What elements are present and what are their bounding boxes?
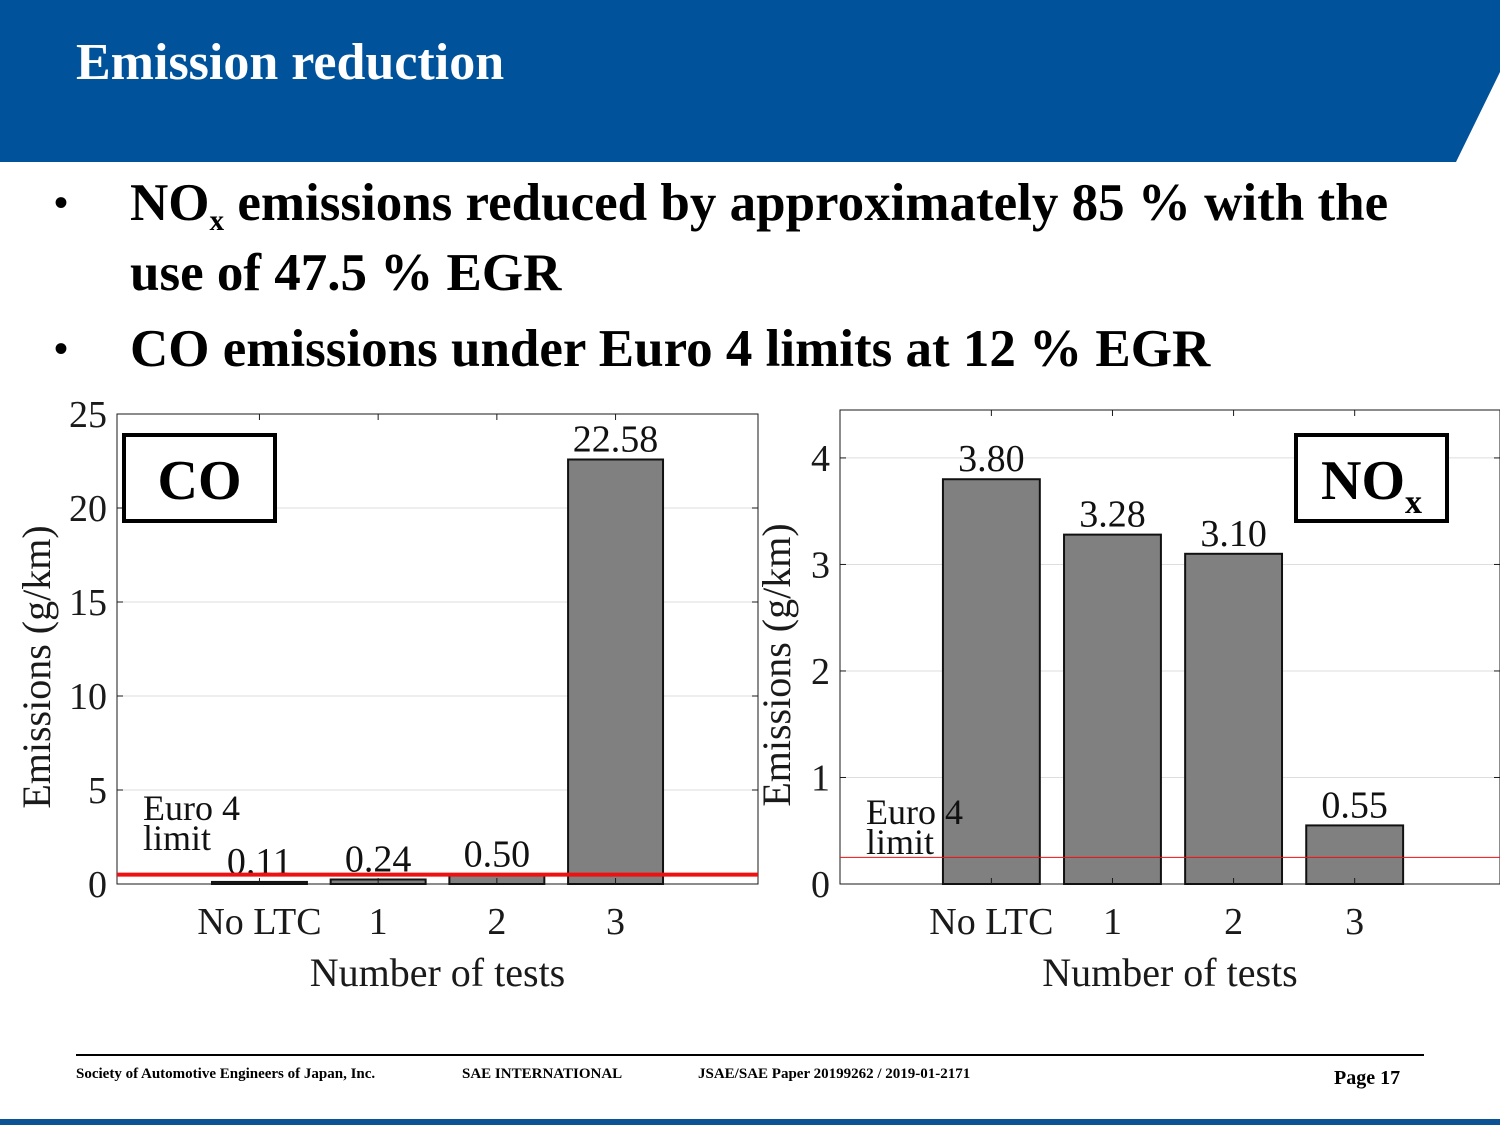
nox-y-tick-label: 1: [811, 757, 830, 799]
nox-pollutant-label: NOx: [1321, 450, 1422, 521]
nox-pollutant-label-subscript: x: [1405, 484, 1422, 521]
co-x-axis-label: Number of tests: [310, 950, 566, 995]
nox-limit-label-line: Euro 4: [866, 792, 963, 832]
nox-value-label: 3.10: [1200, 513, 1267, 555]
nox-y-tick-label: 3: [811, 544, 830, 586]
nox-y-axis-label: Emissions (g/km): [754, 523, 799, 806]
nox-y-tick-label: 0: [811, 864, 830, 906]
bullet-nox-subscript: x: [209, 205, 225, 238]
nox-y-tick-label: 2: [811, 651, 830, 693]
co-emissions-chart: 0 5 10 15 20 25 0.11 No LTC 0.24 1 0.50 2 22.58 3 Euro…: [0, 392, 759, 1002]
footer-divider: [76, 1054, 1424, 1056]
nox-pollutant-label-main: NO: [1321, 450, 1405, 512]
footer-organization: Society of Automotive Engineers of Japan…: [76, 1066, 376, 1082]
co-pollutant-label-main: CO: [158, 450, 242, 512]
co-limit-label-line: limit: [143, 818, 211, 858]
co-y-tick-label: 10: [69, 676, 107, 718]
nox-pollutant-label-box: [1294, 433, 1449, 523]
nox-y-tick-label: 4: [811, 438, 830, 480]
co-plot-frame: [116, 413, 759, 885]
co-x-tick-label: 1: [369, 901, 388, 943]
title-banner-shape: [0, 0, 1500, 162]
bullet-nox-text: emissions reduced by approximately 85 % …: [130, 174, 1389, 302]
nox-emissions-chart: 0 1 2 3 4 3.80 No LTC 3.28 1 3.10 2 0.55 3 Euro 4 limi…: [740, 392, 1500, 1002]
bullet-nox: • NOx emissions reduced by approximately…: [50, 168, 1470, 308]
nox-x-tick-label: 3: [1345, 901, 1364, 943]
co-x-tick-label: 3: [606, 901, 625, 943]
co-y-tick-label: 25: [69, 394, 107, 436]
bullet-list: • NOx emissions reduced by approximately…: [50, 168, 1470, 384]
bullet-nox-prefix: NO: [130, 174, 210, 232]
bullet-co: • CO emissions under Euro 4 limits at 12…: [50, 314, 1470, 384]
nox-value-label: 3.28: [1079, 494, 1146, 536]
slide-title: Emission reduction: [76, 34, 505, 91]
nox-bar: [1063, 533, 1162, 885]
nox-bar: [941, 478, 1041, 885]
bottom-bar: [0, 1119, 1500, 1125]
co-y-tick-label: 0: [88, 864, 107, 906]
bullet-co-text: CO emissions under Euro 4 limits at 12 %…: [130, 320, 1211, 378]
nox-chart-svg: 0 1 2 3 4 3.80 No LTC 3.28 1 3.10 2 0.55 3 Euro 4 limi…: [754, 409, 1500, 995]
co-value-label: 0.50: [464, 834, 531, 876]
co-value-label: 0.11: [227, 841, 292, 883]
nox-x-tick-label: 1: [1103, 901, 1122, 943]
title-banner: [0, 0, 1500, 162]
co-pollutant-label-box: [122, 433, 277, 523]
nox-limit-label-line: limit: [866, 822, 934, 862]
co-x-tick-label: 2: [487, 901, 506, 943]
nox-x-axis-label: Number of tests: [1042, 950, 1298, 995]
page-number: Page 17: [1334, 1067, 1401, 1089]
co-y-tick-label: 5: [88, 770, 107, 812]
co-bar: [567, 458, 665, 885]
nox-value-label: 3.80: [958, 438, 1025, 480]
co-y-tick-label: 20: [69, 488, 107, 530]
nox-plot-frame: [839, 409, 1500, 885]
nox-x-tick-label: No LTC: [929, 901, 1053, 943]
bullet-dot: •: [54, 326, 69, 371]
co-y-tick-label: 15: [69, 582, 107, 624]
nox-x-tick-label: 2: [1224, 901, 1243, 943]
footer-sae: SAE INTERNATIONAL: [462, 1066, 623, 1082]
co-x-tick-label: No LTC: [197, 901, 321, 943]
bullet-dot: •: [54, 180, 69, 225]
nox-value-label: 0.55: [1321, 784, 1388, 826]
footer-paper-id: JSAE/SAE Paper 20199262 / 2019-01-2171: [698, 1066, 971, 1082]
nox-bar: [1184, 552, 1284, 885]
co-limit-label-line: Euro 4: [143, 788, 240, 828]
co-pollutant-label: CO: [158, 450, 242, 512]
nox-bar: [1305, 824, 1405, 886]
co-y-axis-label: Emissions (g/km): [14, 525, 59, 808]
nox-limit-label: Euro 4 limit: [866, 792, 963, 862]
co-value-label: 22.58: [573, 418, 659, 460]
co-limit-label: Euro 4 limit: [143, 788, 240, 858]
